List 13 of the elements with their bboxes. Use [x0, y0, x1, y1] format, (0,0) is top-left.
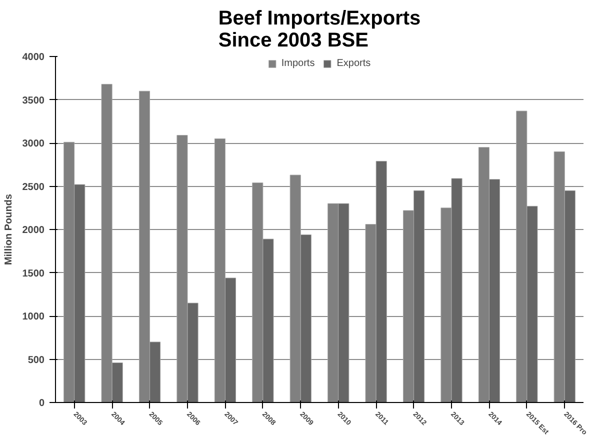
y-axis-title: Million Pounds — [3, 194, 14, 266]
y-tick-label: 500 — [28, 354, 45, 366]
y-tick-label: 3500 — [22, 95, 45, 106]
y-tick-label: 4000 — [22, 52, 45, 63]
chart-title: Beef Imports/Exports Since 2003 BSE — [218, 8, 421, 52]
y-tick-label: 1500 — [22, 268, 45, 280]
legend-label: Exports — [336, 58, 371, 69]
y-tick-label: 2500 — [22, 182, 45, 193]
y-tick-label: 0 — [38, 398, 45, 409]
y-tick-label: 3000 — [22, 138, 45, 150]
y-tick-label: 1000 — [22, 312, 45, 322]
y-tick-label: 2000 — [22, 225, 45, 236]
legend-label: Imports — [281, 58, 315, 69]
